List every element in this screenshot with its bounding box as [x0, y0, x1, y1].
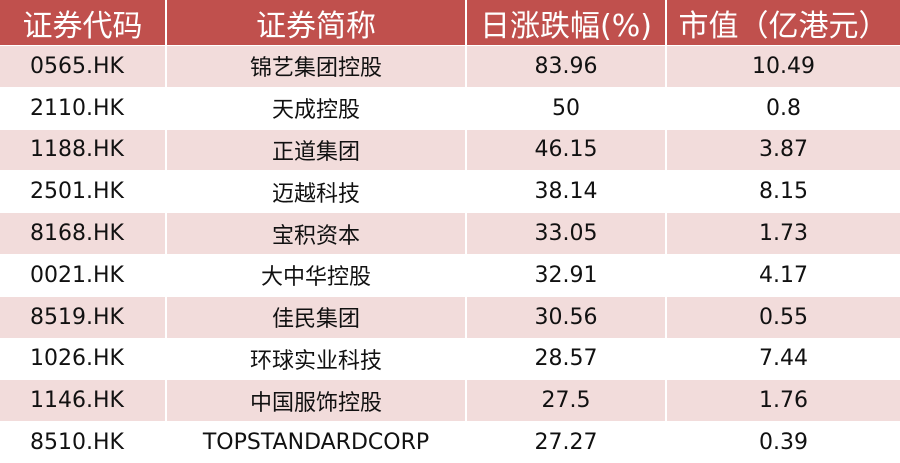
cell-code: 2110.HK [0, 86, 167, 130]
cell-name: 佳民集团 [166, 295, 467, 339]
cell-change: 32.91 [466, 253, 667, 297]
table-row: 2501.HK 迈越科技 38.14 8.15 [0, 170, 900, 213]
table-body: 0565.HK 锦艺集团控股 83.96 10.49 2110.HK 天成控股 … [0, 45, 900, 463]
cell-name: 大中华控股 [166, 253, 467, 297]
cell-code: 8510.HK [0, 421, 167, 463]
table-row: 8510.HK TOPSTANDARDCORP 27.27 0.39 [0, 421, 900, 463]
header-daily-change: 日涨跌幅(%) [466, 0, 667, 46]
cell-code: 8519.HK [0, 295, 167, 339]
cell-market-cap: 4.17 [666, 253, 900, 297]
cell-code: 1146.HK [0, 379, 167, 422]
cell-code: 1026.HK [0, 337, 167, 380]
cell-name: 锦艺集团控股 [166, 45, 467, 88]
cell-change: 27.27 [466, 421, 667, 463]
cell-name: 迈越科技 [166, 170, 467, 213]
header-security-name: 证券简称 [166, 0, 467, 46]
header-row: 证券代码 证券简称 日涨跌幅(%) 市值（亿港元） [0, 0, 900, 46]
table-row: 0565.HK 锦艺集团控股 83.96 10.49 [0, 45, 900, 88]
cell-market-cap: 0.55 [666, 295, 900, 339]
cell-name: 天成控股 [166, 86, 467, 130]
table-row: 1026.HK 环球实业科技 28.57 7.44 [0, 337, 900, 380]
cell-name: 中国服饰控股 [166, 379, 467, 422]
cell-code: 0565.HK [0, 45, 167, 88]
cell-code: 1188.HK [0, 128, 167, 171]
cell-name: TOPSTANDARDCORP [166, 421, 467, 463]
cell-market-cap: 10.49 [666, 45, 900, 88]
table-row: 2110.HK 天成控股 50 0.8 [0, 86, 900, 130]
cell-change: 30.56 [466, 295, 667, 339]
cell-market-cap: 0.39 [666, 421, 900, 463]
header-security-code: 证券代码 [0, 0, 167, 46]
cell-name: 宝积资本 [166, 212, 467, 255]
table-row: 1146.HK 中国服饰控股 27.5 1.76 [0, 379, 900, 422]
cell-market-cap: 7.44 [666, 337, 900, 380]
table-header: 证券代码 证券简称 日涨跌幅(%) 市值（亿港元） [0, 0, 900, 46]
cell-name: 正道集团 [166, 128, 467, 171]
cell-market-cap: 1.76 [666, 379, 900, 422]
table-row: 1188.HK 正道集团 46.15 3.87 [0, 128, 900, 171]
cell-change: 46.15 [466, 128, 667, 171]
cell-code: 8168.HK [0, 212, 167, 255]
header-market-cap: 市值（亿港元） [666, 0, 900, 46]
table-row: 8519.HK 佳民集团 30.56 0.55 [0, 295, 900, 339]
cell-market-cap: 0.8 [666, 86, 900, 130]
cell-code: 0021.HK [0, 253, 167, 297]
table-row: 0021.HK 大中华控股 32.91 4.17 [0, 253, 900, 297]
cell-change: 27.5 [466, 379, 667, 422]
cell-change: 38.14 [466, 170, 667, 213]
table-row: 8168.HK 宝积资本 33.05 1.73 [0, 212, 900, 255]
cell-code: 2501.HK [0, 170, 167, 213]
cell-change: 28.57 [466, 337, 667, 380]
cell-change: 33.05 [466, 212, 667, 255]
cell-change: 83.96 [466, 45, 667, 88]
cell-market-cap: 8.15 [666, 170, 900, 213]
cell-change: 50 [466, 86, 667, 130]
cell-market-cap: 1.73 [666, 212, 900, 255]
cell-market-cap: 3.87 [666, 128, 900, 171]
cell-name: 环球实业科技 [166, 337, 467, 380]
